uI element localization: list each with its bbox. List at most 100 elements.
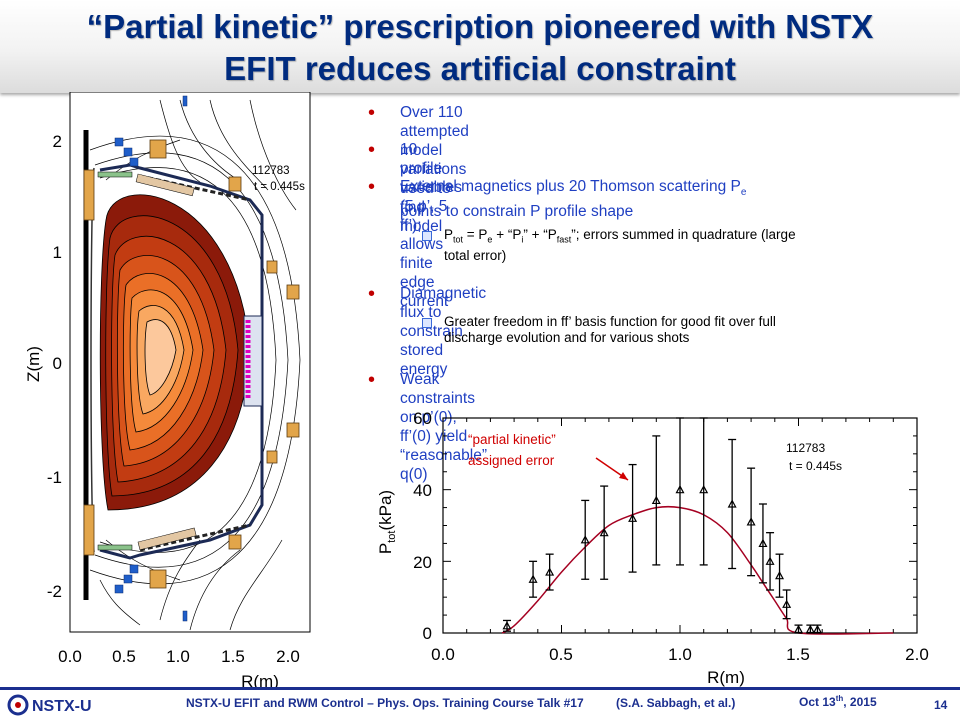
eq-y-tick-0: 0 [53,354,62,373]
chart-shot-label: 112783 [786,441,825,455]
chart-ticks [442,417,918,634]
triangle-marker [782,599,792,608]
eq-x-tick-05: 0.5 [112,647,136,666]
chart-x-tick-1: 1.0 [668,645,692,664]
bullet-text-line: points to constrain P profile shape [400,203,634,221]
eq-x-tick-2: 2.0 [276,647,300,666]
chart-time-label: t = 0.445s [789,459,842,473]
square-bullet-icon [422,318,432,328]
data-point [793,624,804,634]
bullet-text: Over 110 attempted model variations used… [400,104,469,235]
bullet-dot-icon: • [368,369,376,391]
sub-bullet-text: Greater freedom in ff’ basis function fo… [444,314,776,345]
data-point [727,438,737,570]
annotation-arrowhead-icon [619,472,628,480]
triangle-marker [746,517,756,526]
eq-x-tick-15: 1.5 [221,647,245,666]
footer-course-text: NSTX-U EFIT and RWM Control – Phys. Ops.… [186,696,584,710]
slide-title-line-2: EFIT reduces artificial constraint [224,50,736,87]
data-point [580,499,590,580]
eq-x-tick-0: 0.0 [58,647,82,666]
bullet-dot-icon: • [368,176,376,198]
triangle-marker [651,495,661,505]
equilibrium-x-ticks: 0.0 0.5 1.0 1.5 2.0 [58,647,300,666]
chart-y-tick-60: 60 [413,409,432,428]
eq-y-tick-neg2: -2 [47,582,62,601]
chart-y-tick-0: 0 [423,624,432,643]
nstx-u-logo: NSTX-U [6,693,108,717]
chart-x-axis-label: R(m) [707,668,745,687]
annotation-line-1: “partial kinetic” [468,432,556,447]
footer: NSTX-U NSTX-U EFIT and RWM Control – Phy… [0,687,960,720]
logo-text: NSTX-U [32,698,92,715]
eq-x-tick-1: 1.0 [166,647,190,666]
pressure-profile-chart: 0 20 40 60 0.0 0.5 1.0 1.5 2.0 R(m) Ptot… [376,409,929,687]
pressure-contours [99,194,251,511]
data-point [651,435,661,566]
fit-curve [501,505,894,635]
data-point [628,463,638,573]
bullet-dot-icon: • [368,102,376,124]
slide-title-line-1: “Partial kinetic” prescription pioneered… [86,8,874,45]
bullet-text: Diamagnetic flux to constrain stored ene… [400,285,487,378]
triangle-marker [727,499,737,508]
triangle-marker [628,513,638,522]
triangle-marker [775,570,785,580]
eq-x-axis-label: R(m) [241,672,279,691]
triangle-marker [528,574,538,583]
bullet-dot-icon: • [368,139,376,161]
equilibrium-plot: 2 1 0 -1 -2 0.0 0.5 1.0 1.5 2.0 R(m) Z(m… [24,92,311,691]
chart-y-axis-label: Ptot(kPa) [376,490,398,554]
triangle-marker [502,621,512,630]
data-point [812,624,822,634]
blue-coils [114,95,188,622]
eq-y-tick-1: 1 [53,243,62,262]
triangle-marker [765,556,775,565]
data-point [805,624,815,634]
page-number: 14 [934,698,948,712]
pf-coils [83,139,300,589]
magnetics-sensors [97,171,263,551]
footer-rule [0,687,960,690]
data-point [746,467,756,577]
square-bullet-icon [422,231,432,241]
chart-x-tick-0: 0.0 [431,645,455,664]
data-point [545,553,555,591]
data-point [599,485,609,580]
data-point [502,619,512,632]
data-point [528,560,538,598]
bullet-text: 10 profile variables (5 p’, 5 ff’); allo… [400,141,463,310]
triangle-marker [699,484,709,494]
data-point [775,553,785,598]
bullet-text-line: External magnetics plus 20 Thomson scatt… [400,178,741,195]
chart-x-tick-15: 1.5 [786,645,810,664]
eq-y-tick-2: 2 [53,132,62,151]
logo-icon: NSTX-U [7,694,92,716]
eq-y-tick-neg1: -1 [47,468,62,487]
title-bar: “Partial kinetic” prescription pioneered… [0,0,960,93]
bullet-text: External magnetics plus 20 Thomson scatt… [400,177,940,221]
data-points [502,417,822,634]
triangle-marker [793,624,804,634]
triangle-marker [599,527,609,537]
chart-x-tick-labels: 0.0 0.5 1.0 1.5 2.0 [431,645,929,664]
flux-surface-lines [89,99,301,631]
data-point [782,589,792,620]
eq-time-label: t = 0.445s [254,181,305,193]
triangle-marker [758,538,768,548]
triangle-marker [545,567,555,576]
annotation-line-2: assigned error [468,453,555,468]
bullet-dot-icon: • [368,283,376,305]
data-point [675,417,685,566]
chart-x-tick-05: 0.5 [549,645,573,664]
equilibrium-y-ticks: 2 1 0 -1 -2 [47,132,62,601]
chart-y-tick-20: 20 [413,553,432,572]
chart-y-axis-label-text: Ptot(kPa) [376,490,398,554]
data-point [765,532,775,591]
triangle-marker [812,624,822,634]
triangle-marker [675,484,685,494]
footer-date: Oct 13th, 2015 [799,694,877,709]
data-point [758,503,768,584]
sub-bullet-text: Ptot = Pe + “Pi” + “Pfast”; errors summe… [444,227,796,263]
eq-y-axis-label: Z(m) [24,346,43,382]
